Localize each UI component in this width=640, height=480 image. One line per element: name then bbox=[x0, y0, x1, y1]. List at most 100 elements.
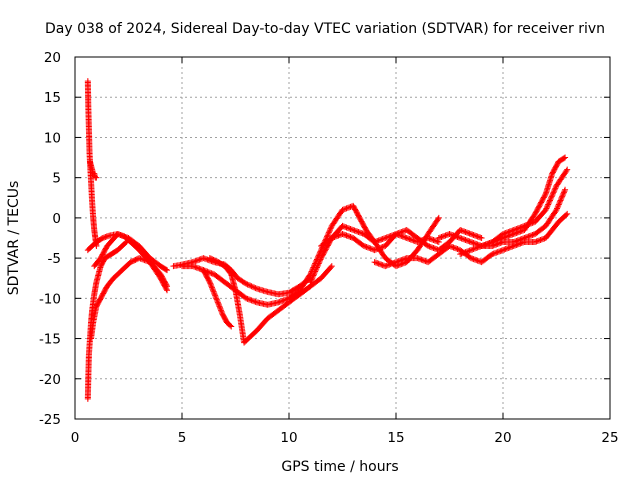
data-point-marker bbox=[455, 246, 462, 253]
data-point-marker bbox=[469, 239, 476, 246]
data-point-marker bbox=[505, 245, 512, 252]
data-point-marker bbox=[340, 231, 347, 238]
series-track-g bbox=[179, 263, 335, 308]
data-point-marker bbox=[318, 253, 325, 260]
data-point-marker bbox=[463, 237, 470, 244]
data-point-marker bbox=[509, 231, 516, 238]
data-point-marker bbox=[383, 234, 390, 241]
y-tick-label: 5 bbox=[52, 171, 61, 187]
data-point-marker bbox=[442, 232, 449, 239]
data-point-marker bbox=[423, 242, 430, 249]
data-point-marker bbox=[546, 198, 553, 205]
data-point-marker bbox=[477, 243, 484, 250]
data-point-marker bbox=[351, 227, 358, 234]
data-point-marker bbox=[488, 251, 495, 258]
data-point-marker bbox=[545, 201, 552, 208]
data-point-marker bbox=[548, 193, 555, 200]
data-point-marker bbox=[494, 241, 501, 248]
data-point-marker bbox=[192, 264, 199, 271]
x-tick-label: 15 bbox=[387, 430, 404, 446]
data-point-marker bbox=[473, 257, 480, 264]
data-point-marker bbox=[387, 261, 394, 268]
data-point-marker bbox=[162, 266, 169, 273]
data-point-marker bbox=[206, 279, 213, 286]
data-point-marker bbox=[474, 233, 481, 240]
data-point-marker bbox=[378, 244, 385, 251]
data-point-marker bbox=[280, 297, 287, 304]
data-point-marker bbox=[368, 246, 375, 253]
data-point-marker bbox=[562, 186, 569, 193]
data-point-marker bbox=[210, 288, 217, 295]
data-point-marker bbox=[366, 245, 373, 252]
data-point-marker bbox=[557, 197, 564, 204]
data-point-marker bbox=[458, 227, 465, 234]
data-point-marker bbox=[558, 196, 565, 203]
data-point-marker bbox=[502, 233, 509, 240]
data-point-marker bbox=[334, 232, 341, 239]
data-point-marker bbox=[490, 242, 497, 249]
data-point-marker bbox=[550, 189, 557, 196]
data-point-marker bbox=[327, 225, 334, 232]
data-point-marker bbox=[410, 237, 417, 244]
data-point-marker bbox=[359, 230, 366, 237]
data-point-marker bbox=[346, 225, 353, 232]
data-point-marker bbox=[347, 225, 354, 232]
data-point-marker bbox=[535, 204, 542, 211]
data-point-marker bbox=[505, 232, 512, 239]
data-point-marker bbox=[467, 230, 474, 237]
data-point-marker bbox=[204, 268, 211, 275]
data-point-marker bbox=[504, 245, 511, 252]
data-point-marker bbox=[327, 264, 334, 271]
data-point-marker bbox=[328, 235, 335, 241]
data-point-marker bbox=[539, 197, 546, 204]
data-point-marker bbox=[362, 243, 369, 250]
data-point-marker bbox=[376, 245, 383, 252]
data-point-marker bbox=[469, 255, 476, 262]
data-point-marker bbox=[343, 205, 350, 212]
data-point-marker bbox=[543, 204, 550, 211]
data-point-marker bbox=[520, 239, 527, 246]
data-point-marker bbox=[534, 207, 541, 214]
data-point-marker bbox=[191, 263, 198, 270]
data-point-marker bbox=[425, 243, 432, 250]
y-tick-label: -20 bbox=[39, 372, 61, 388]
data-point-marker bbox=[457, 226, 464, 233]
data-point-marker bbox=[458, 250, 465, 257]
data-point-marker bbox=[508, 231, 515, 238]
data-point-marker bbox=[378, 236, 385, 243]
data-points bbox=[84, 78, 571, 402]
data-point-marker bbox=[196, 265, 203, 272]
data-point-marker bbox=[475, 233, 482, 240]
data-point-marker bbox=[510, 230, 517, 237]
data-point-marker bbox=[251, 284, 258, 291]
data-point-marker bbox=[214, 298, 221, 305]
data-point-marker bbox=[344, 204, 351, 211]
data-point-marker bbox=[342, 205, 349, 212]
data-point-marker bbox=[459, 227, 466, 234]
data-point-marker bbox=[310, 271, 317, 278]
data-point-marker bbox=[471, 256, 478, 263]
data-point-marker bbox=[560, 190, 567, 197]
data-point-marker bbox=[215, 300, 222, 307]
data-point-marker bbox=[517, 228, 524, 235]
data-point-marker bbox=[213, 296, 220, 303]
data-point-marker bbox=[382, 235, 389, 241]
plot-frame bbox=[74, 56, 611, 420]
data-point-marker bbox=[390, 260, 397, 267]
data-point-marker bbox=[120, 232, 127, 239]
data-point-marker bbox=[356, 229, 363, 236]
data-point-marker bbox=[466, 247, 473, 254]
x-tick-label: 20 bbox=[494, 430, 511, 446]
data-point-marker bbox=[564, 210, 571, 217]
series-track-o bbox=[500, 210, 571, 254]
data-point-marker bbox=[393, 230, 399, 237]
data-point-marker bbox=[554, 205, 561, 212]
data-point-marker bbox=[447, 231, 454, 238]
data-point-marker bbox=[364, 244, 371, 251]
data-point-marker bbox=[397, 257, 404, 264]
data-point-marker bbox=[508, 244, 515, 251]
data-point-marker bbox=[466, 230, 473, 237]
data-point-marker bbox=[247, 282, 254, 289]
series-track-j bbox=[318, 226, 485, 254]
data-point-marker bbox=[401, 233, 408, 240]
